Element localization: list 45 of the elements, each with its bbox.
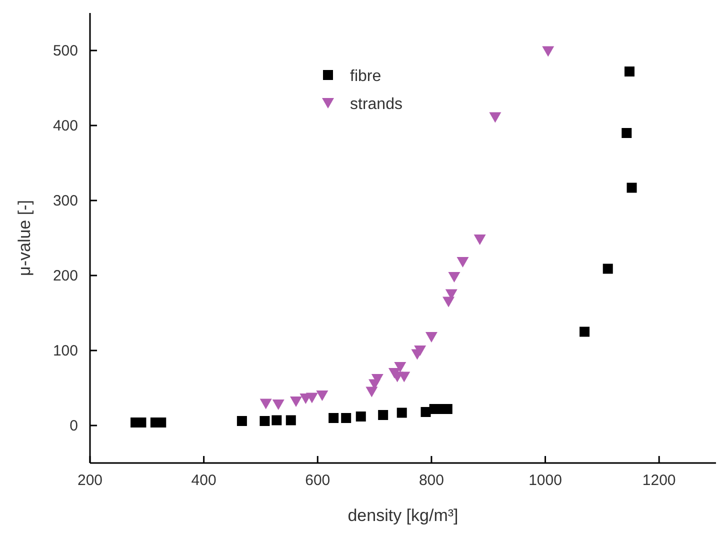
legend-label: strands [350,96,402,113]
x-tick-label: 1000 [528,472,562,489]
x-axis-title: density [kg/m³] [348,506,458,525]
y-tick-label: 100 [52,342,78,360]
point [396,408,407,418]
point [580,326,590,337]
x-tick-label: 600 [305,472,330,489]
y-tick-label: 400 [52,118,78,134]
x-tick-label: 200 [77,472,103,489]
point [306,392,318,404]
point [624,66,634,76]
point [602,264,613,274]
point [236,416,247,426]
point [394,362,406,372]
point [456,257,469,268]
x-tick-label: 400 [191,472,216,489]
point [272,400,284,410]
point [272,415,282,426]
point [622,128,632,138]
y-tick-label: 200 [52,268,78,284]
point [286,415,296,426]
point [474,234,486,245]
x-tick-label: 1200 [642,472,676,489]
point [378,410,388,420]
point [260,398,272,410]
point [626,182,637,193]
point [414,346,426,356]
point [316,390,328,401]
point [542,46,554,57]
point [260,416,270,426]
point [489,112,502,123]
x-tick-label: 800 [418,472,444,489]
y-axis-title: μ-value [-] [15,200,34,276]
legend-label: fibre [350,68,382,85]
y-tick-label: 0 [70,418,78,434]
point [290,396,302,407]
point [341,413,352,423]
point [356,412,366,422]
y-tick-label: 300 [52,192,78,210]
point [398,372,410,382]
point [425,332,438,342]
point [328,413,339,423]
point [448,272,460,282]
y-tick-label: 500 [52,42,78,60]
point [371,374,384,384]
